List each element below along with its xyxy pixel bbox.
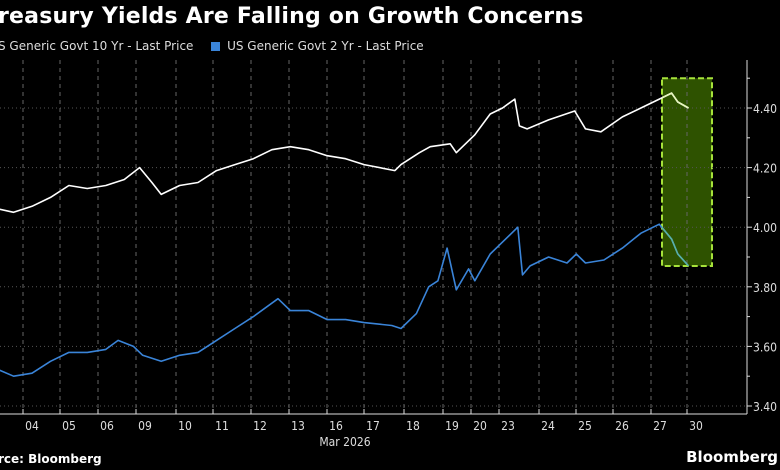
series-line-highlighted-10yr xyxy=(662,92,689,109)
legend-item-10yr: S Generic Govt 10 Yr - Last Price xyxy=(0,39,194,53)
x-tick-label: 18 xyxy=(406,419,420,433)
chart-title: reasury Yields Are Falling on Growth Con… xyxy=(0,4,584,29)
y-tick-label: 4.40 xyxy=(753,102,777,116)
x-tick-label: 25 xyxy=(578,419,592,433)
x-tick-label: 26 xyxy=(615,419,629,433)
x-tick-label: 09 xyxy=(138,419,152,433)
x-tick-label: 11 xyxy=(215,419,229,433)
x-tick-label: 19 xyxy=(445,419,459,433)
y-tick-label: 4.20 xyxy=(753,162,777,176)
y-tick-label: 3.40 xyxy=(753,400,777,414)
x-tick-label: 06 xyxy=(100,419,114,433)
x-tick-label: 05 xyxy=(62,419,76,433)
series-line-2yr xyxy=(0,223,690,377)
legend: S Generic Govt 10 Yr - Last Price US Gen… xyxy=(0,39,424,53)
series-line-highlighted-2yr xyxy=(662,226,690,267)
legend-swatch-2yr xyxy=(211,42,221,51)
x-tick-label: 30 xyxy=(689,419,703,433)
source-note: rce: Bloomberg xyxy=(0,452,102,466)
x-axis-label: Mar 2026 xyxy=(319,435,370,449)
x-tick-label: 24 xyxy=(541,419,555,433)
x-tick-label: 20 xyxy=(473,419,487,433)
bloomberg-logo: Bloomberg xyxy=(686,448,778,466)
x-tick-label: 04 xyxy=(25,419,39,433)
y-tick-label: 3.80 xyxy=(753,281,777,295)
x-tick-label: 17 xyxy=(366,419,380,433)
legend-item-2yr: US Generic Govt 2 Yr - Last Price xyxy=(227,39,424,53)
x-tick-label: 16 xyxy=(329,419,343,433)
y-tick-label: 3.60 xyxy=(753,340,777,354)
y-tick-label: 4.00 xyxy=(753,221,777,235)
series-line-10yr xyxy=(0,92,689,214)
x-tick-label: 13 xyxy=(291,419,305,433)
x-tick-label: 27 xyxy=(653,419,667,433)
x-tick-label: 23 xyxy=(501,419,515,433)
x-tick-label: 12 xyxy=(253,419,267,433)
x-tick-label: 10 xyxy=(178,419,192,433)
